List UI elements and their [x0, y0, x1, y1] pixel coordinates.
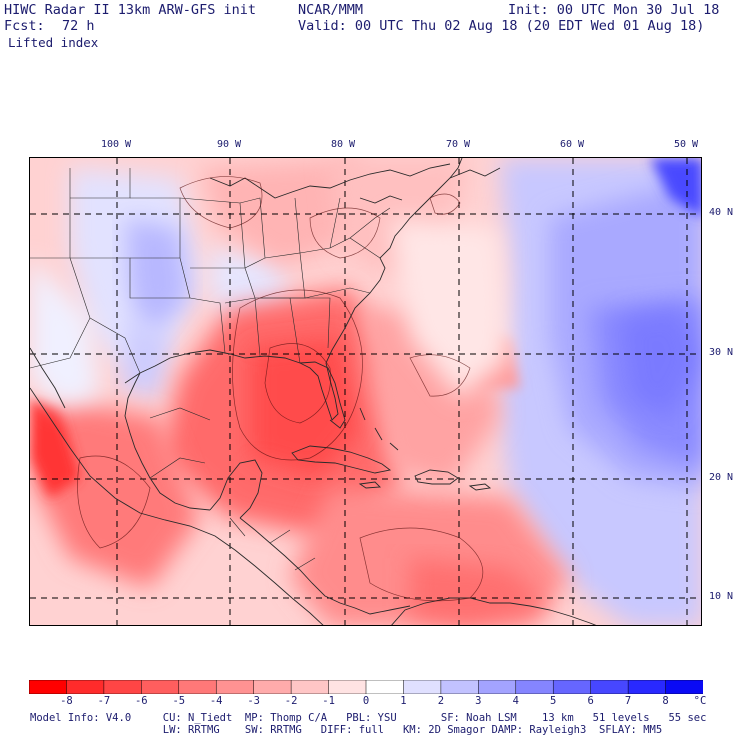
color-scale-unit: °C [693, 695, 707, 707]
coastlines [30, 158, 597, 625]
color-scale-swatch [66, 680, 105, 694]
color-scale-tick-label: -6 [134, 695, 148, 707]
color-scale-tick-label: 3 [475, 695, 482, 707]
color-scale-swatch [552, 680, 592, 694]
lat-label-20n: 20 N [709, 472, 734, 483]
field-shading [30, 158, 701, 625]
forecast-label: Fcst: [4, 18, 45, 34]
color-scale-swatch [29, 680, 68, 694]
lifted-index-map[interactable] [29, 157, 702, 626]
color-scale-swatch [478, 680, 517, 694]
map-title: HIWC Radar II 13km ARW-GFS init [4, 2, 256, 18]
color-scale-tick-label: -2 [284, 695, 298, 707]
lat-label-40n: 40 N [709, 207, 734, 218]
color-scale-tick-label: 0 [362, 695, 370, 707]
color-scale-swatch [440, 680, 480, 694]
valid-time: Valid: 00 UTC Thu 02 Aug 18 (20 EDT Wed … [298, 18, 705, 34]
organization-label: NCAR/MMM [298, 2, 364, 18]
color-scale-tick-label: -7 [97, 695, 111, 707]
color-scale-swatch [253, 680, 292, 694]
color-scale-bar [29, 680, 703, 694]
color-scale-tick-label: 2 [437, 695, 445, 707]
color-scale-tick-label: 8 [662, 695, 669, 707]
color-scale-swatch [365, 680, 405, 694]
lon-label-80w: 80 W [330, 139, 356, 150]
color-scale-tick-label: 5 [550, 695, 557, 707]
color-scale-swatch [403, 680, 442, 694]
color-scale-swatch [515, 680, 554, 694]
lon-label-50w: 50 W [673, 139, 699, 150]
color-scale-tick-label: -3 [247, 695, 261, 707]
map-canvas [30, 158, 701, 625]
color-scale-tick-label: -1 [322, 695, 335, 707]
model-info-line-2: LW: RRTMG SW: RRTMG DIFF: full KM: 2D Sm… [30, 724, 663, 736]
color-scale-swatch [590, 680, 629, 694]
color-scale-swatch [103, 680, 143, 694]
field-name: Lifted index [8, 35, 99, 50]
color-scale-swatch [627, 680, 667, 694]
init-time: Init: 00 UTC Mon 30 Jul 18 [508, 2, 720, 18]
color-scale-swatch [141, 680, 180, 694]
color-scale-swatch [328, 680, 367, 694]
lon-label-60w: 60 W [559, 139, 585, 150]
color-scale-swatch [290, 680, 330, 694]
lat-label-30n: 30 N [709, 347, 734, 358]
color-scale-tick-label: -8 [60, 695, 73, 707]
color-scale-swatch [215, 680, 255, 694]
color-scale-tick-label: 4 [512, 695, 519, 707]
lon-label-100w: 100 W [100, 139, 132, 150]
color-scale-tick-label: -5 [172, 695, 186, 707]
color-scale-tick-label: 6 [587, 695, 594, 707]
color-scale-tick-label: 1 [400, 695, 407, 707]
color-scale-swatch [665, 680, 703, 694]
forecast-hour: 72 h [62, 18, 95, 34]
contour-lines [77, 176, 484, 602]
lat-label-10n: 10 N [709, 591, 734, 602]
model-info-line-1: Model Info: V4.0 CU: N_Tiedt MP: Thomp C… [30, 712, 707, 724]
color-scale-tick-label: -4 [209, 695, 223, 707]
lon-label-70w: 70 W [445, 139, 471, 150]
color-scale-swatch [178, 680, 217, 694]
color-scale-tick-label: 7 [624, 695, 632, 707]
lon-label-90w: 90 W [216, 139, 242, 150]
